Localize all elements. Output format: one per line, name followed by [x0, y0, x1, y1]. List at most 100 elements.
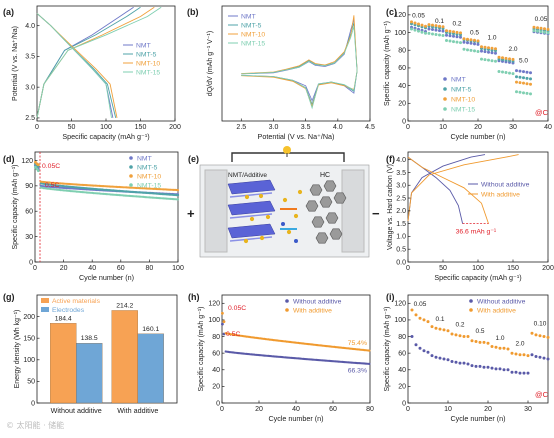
panel-g-ylabel: Energy density (Wh kg⁻¹)	[14, 310, 21, 389]
c-point	[518, 90, 522, 94]
a-discharge-curve-3	[36, 13, 112, 118]
c-point	[494, 59, 497, 63]
c-point	[508, 71, 511, 75]
c-point	[424, 31, 427, 35]
i-point	[506, 347, 510, 351]
c-legend-1-label: NMT-5	[451, 86, 472, 93]
panel-i-xlabel: Cycle number (n)	[450, 414, 505, 423]
c-point	[518, 75, 522, 79]
c-rate-label: 2.0	[508, 46, 517, 53]
panel-d-letter: (d)	[3, 154, 15, 164]
panel-h-ytick-label: 120	[208, 301, 220, 308]
a-legend-1-label: NMT-5	[136, 51, 157, 58]
i-point	[414, 343, 418, 347]
d-legend-0-swatch	[129, 156, 133, 160]
c-legend-3-swatch	[443, 107, 447, 111]
panel-c-ytick-label: 120	[394, 12, 406, 19]
i-point	[538, 355, 542, 359]
i-legend-0-swatch	[469, 299, 473, 303]
i-point	[414, 313, 418, 317]
c-point	[480, 45, 483, 49]
i-point	[534, 333, 538, 337]
panel-a-xlabel: Specific capacity (mAh g⁻¹)	[62, 132, 149, 141]
c-point	[487, 46, 490, 50]
i-legend-1-label: With additive	[477, 307, 516, 314]
panel-h-xtick-label: 80	[366, 406, 374, 413]
f-legend-0-label: Without additive	[481, 181, 530, 188]
b-legend-0-label: NMT	[241, 13, 256, 20]
i-rate-label: 2.0	[515, 341, 524, 348]
c-point	[413, 28, 417, 32]
i-point	[454, 360, 458, 364]
c-point	[508, 57, 511, 61]
panel-i-xtick-label: 20	[484, 406, 492, 413]
panel-a-xtick-label: 100	[100, 124, 112, 131]
i-point	[442, 328, 446, 332]
c-point	[497, 70, 501, 73]
d-ann-0.05C: 0.05C	[42, 163, 60, 170]
panel-b-xtick-label: 3.5	[301, 124, 311, 131]
c-point	[515, 80, 518, 84]
panel-c-ytick-label: 80	[398, 48, 406, 55]
f-gap-label: 36.6 mAh g⁻¹	[456, 229, 497, 236]
i-point	[510, 351, 514, 355]
c-point	[490, 59, 494, 63]
panel-i-xtick-label: 30	[524, 406, 532, 413]
hard-carbon-hex-0	[309, 184, 323, 196]
c-point	[494, 51, 497, 55]
c-point	[462, 37, 466, 41]
panel-f-ytick-label: 0.5	[396, 247, 406, 254]
c-point	[434, 33, 438, 36]
c-rate-label: 0.2	[452, 20, 461, 27]
panel-d-ytick-label: 120	[21, 158, 33, 165]
panel-h-xtick-label: 0	[220, 406, 224, 413]
i-point	[462, 335, 466, 338]
i-point	[526, 371, 530, 375]
h-point	[222, 320, 226, 323]
i-point	[518, 353, 522, 357]
c-point	[448, 39, 452, 43]
d-point	[36, 169, 40, 173]
panel-c-xtick-label: 20	[474, 124, 482, 131]
sodium-ion-3	[265, 214, 271, 220]
panel-a-ytick-label: 2.5	[25, 115, 35, 122]
panel-a-ytick-label: 3.5	[25, 54, 35, 61]
g-bar-value-1-1: 160.1	[142, 326, 159, 333]
c-point	[536, 26, 539, 30]
i-point	[470, 339, 474, 343]
c-point	[462, 40, 466, 44]
c-point	[522, 76, 525, 80]
d-point	[36, 163, 40, 167]
i-point	[438, 356, 442, 360]
panel-f-xlabel: Specific capacity (mAh g⁻¹)	[434, 273, 521, 282]
anode-collector	[341, 169, 365, 253]
c-point	[438, 33, 441, 37]
c-point	[476, 42, 480, 46]
d-legend-2-label: NMT-10	[137, 173, 161, 180]
c-point	[522, 91, 525, 95]
c-point	[452, 40, 455, 44]
i-rate-label: 0.1	[435, 316, 444, 323]
c-point	[448, 29, 452, 33]
panel-d-ytick-label: 0	[29, 259, 33, 266]
i-point	[410, 335, 414, 338]
plus-sign: +	[187, 206, 195, 221]
i-legend-0-label: Without additive	[477, 298, 526, 305]
c-point	[469, 41, 473, 45]
c-point	[410, 27, 413, 31]
i-point	[410, 308, 414, 312]
panel-d-xlabel: Cycle number (n)	[79, 273, 134, 282]
d-legend-2-swatch	[129, 174, 133, 178]
g-bar-1-0	[76, 343, 103, 404]
b-dqdv-curve-3	[241, 26, 358, 110]
i-point	[446, 358, 450, 362]
panel-a-letter: (a)	[3, 7, 14, 17]
h-point	[368, 362, 371, 365]
sodium-ion-9	[297, 189, 303, 195]
g-bar-value-0-1: 214.2	[116, 302, 133, 309]
panel-c-ytick-label: 60	[398, 65, 406, 72]
g-bar-value-1-0: 138.5	[81, 335, 98, 342]
panel-i-ylabel: Specific capacity (mAh g⁻¹)	[384, 307, 391, 392]
d-legend-3-swatch	[129, 183, 133, 187]
cathode-label: NMT/Additive	[228, 172, 267, 179]
